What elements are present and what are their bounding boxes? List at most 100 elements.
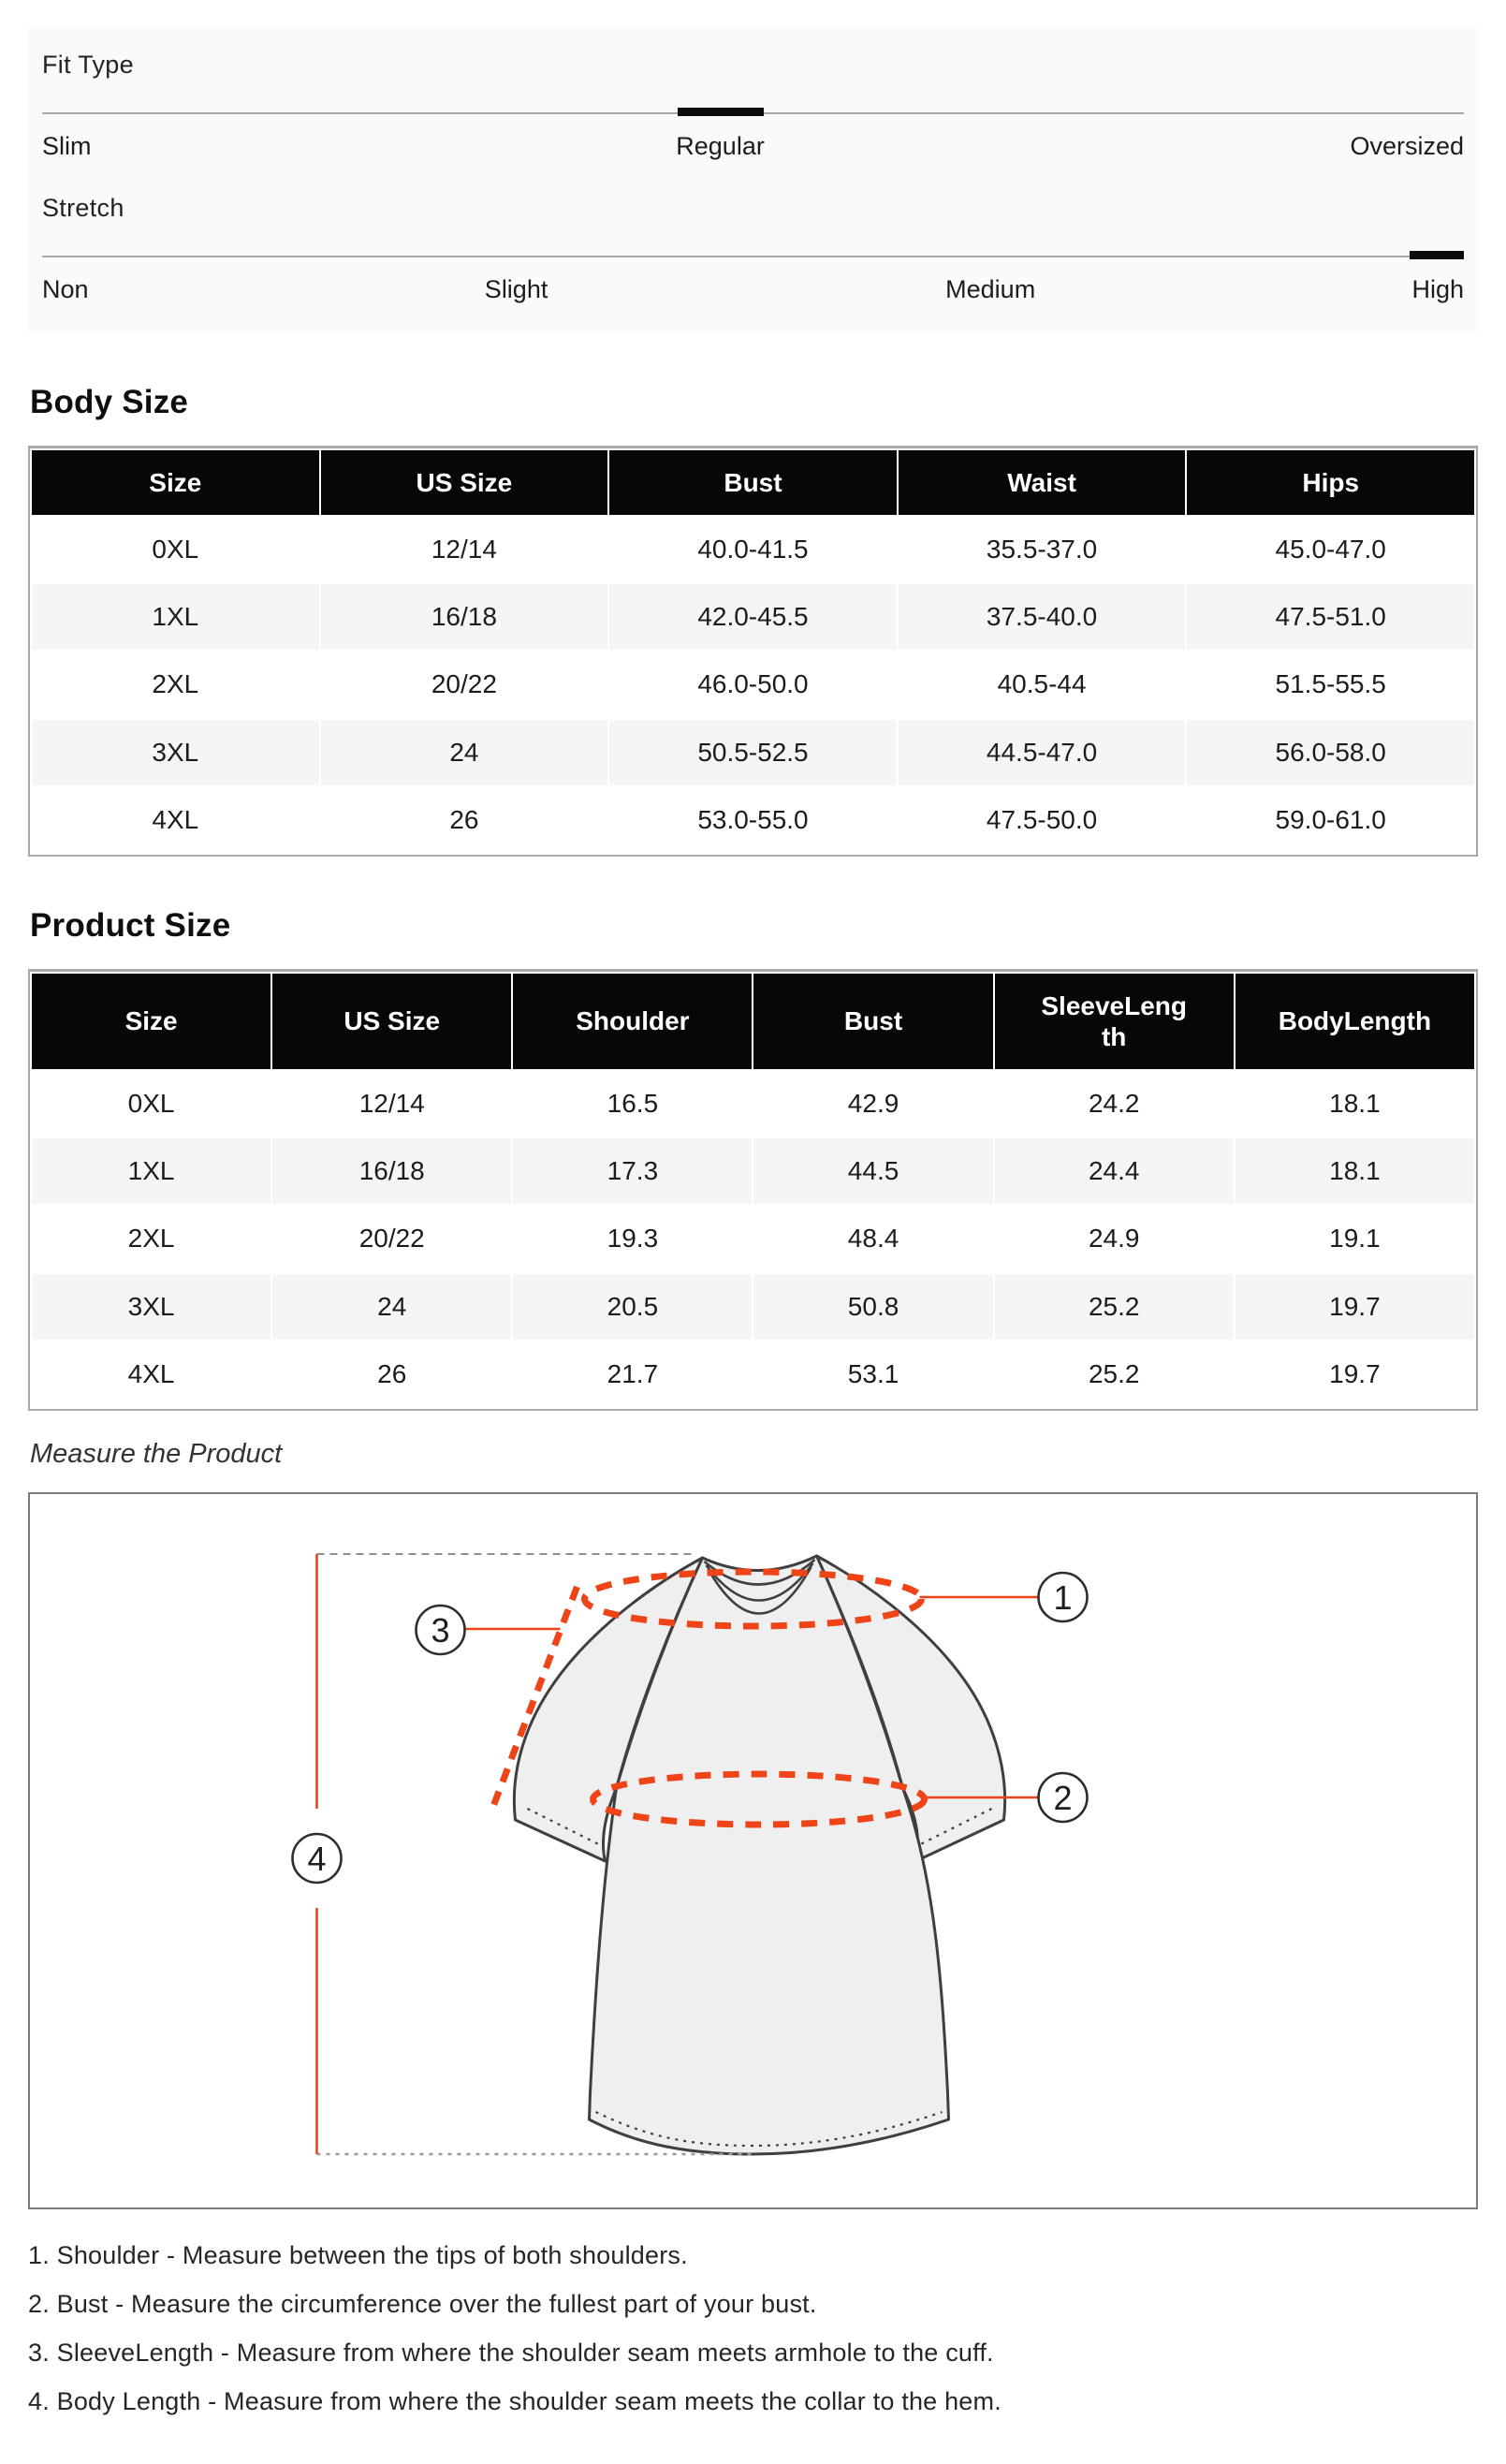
column-header: Bust [609, 450, 897, 516]
table-cell: 59.0-61.0 [1187, 786, 1474, 853]
table-row: 4XL 26 53.0-55.0 47.5-50.0 59.0-61.0 [32, 786, 1474, 853]
table-row: 3XL 24 50.5-52.5 44.5-47.0 56.0-58.0 [32, 719, 1474, 785]
column-header: US Size [272, 973, 512, 1070]
table-cell: 24.9 [994, 1206, 1234, 1272]
table-cell: 19.1 [1235, 1206, 1474, 1272]
measure-caption: Measure the Product [30, 1438, 283, 1469]
stretch-label: Stretch [42, 194, 124, 222]
table-row: 0XL 12/14 40.0-41.5 35.5-37.0 45.0-47.0 [32, 517, 1474, 583]
column-header: Size [32, 450, 319, 516]
measure-diagram: 1 2 3 4 [28, 1491, 1478, 2209]
shoulder-measure-ellipse [581, 1568, 925, 1630]
stretch-slider-indicator [1410, 251, 1464, 259]
marker-4-label: 4 [307, 1840, 326, 1878]
bust-measure-ellipse [590, 1770, 928, 1828]
table-cell: 16/18 [320, 584, 608, 651]
table-cell: 1XL [32, 1138, 271, 1205]
product-size-title: Product Size [30, 906, 231, 944]
stretch-options: Non Slight Medium High [42, 275, 1464, 305]
fit-option-oversized: Oversized [1350, 132, 1464, 160]
instruction-item: 3. SleeveLength - Measure from where the… [28, 2338, 994, 2367]
table-cell: 37.5-40.0 [898, 584, 1186, 651]
table-cell: 44.5 [753, 1138, 993, 1205]
table-cell: 19.7 [1235, 1341, 1474, 1407]
table-cell: 35.5-37.0 [898, 517, 1186, 583]
right-cuff-stitch [916, 1807, 992, 1847]
fit-panel: Fit Type Slim Regular Oversized Stretch … [28, 28, 1478, 333]
stretch-slider [42, 251, 1464, 260]
table-cell: 0XL [32, 517, 319, 583]
table-row: 3XL 24 20.5 50.8 25.2 19.7 [32, 1273, 1474, 1340]
table-cell: 4XL [32, 1341, 271, 1407]
table-cell: 46.0-50.0 [609, 652, 897, 718]
sleeve-length-dashed-line [488, 1585, 580, 1814]
table-cell: 2XL [32, 652, 319, 718]
table-cell: 24.2 [994, 1071, 1234, 1137]
product-size-table: Size US Size Shoulder Bust SleeveLength BodyL… [28, 968, 1478, 1411]
table-cell: 20/22 [320, 652, 608, 718]
table-cell: 16.5 [513, 1071, 753, 1137]
table-cell: 12/14 [320, 517, 608, 583]
table-cell: 25.2 [994, 1341, 1234, 1407]
table-cell: 19.7 [1235, 1273, 1474, 1340]
stretch-option-medium: Medium [945, 275, 1036, 303]
table-cell: 18.1 [1235, 1138, 1474, 1205]
fit-type-options: Slim Regular Oversized [42, 132, 1464, 162]
table-cell: 40.0-41.5 [609, 517, 897, 583]
table-cell: 19.3 [513, 1206, 753, 1272]
table-row: 4XL 26 21.7 53.1 25.2 19.7 [32, 1341, 1474, 1407]
fit-option-slim: Slim [42, 132, 92, 160]
fit-type-slider [42, 108, 1464, 117]
fit-type-label: Fit Type [42, 51, 134, 79]
table-cell: 42.0-45.5 [609, 584, 897, 651]
column-header: Bust [753, 973, 993, 1070]
table-row: 1XL 16/18 17.3 44.5 24.4 18.1 [32, 1138, 1474, 1205]
table-cell: 20/22 [272, 1206, 512, 1272]
product-size-rows: 0XL 12/14 16.5 42.9 24.2 18.1 1XL 16/18 17.3 44.5… [32, 1071, 1474, 1407]
table-cell: 18.1 [1235, 1071, 1474, 1137]
table-cell: 2XL [32, 1206, 271, 1272]
table-cell: 47.5-51.0 [1187, 584, 1474, 651]
fit-type-slider-indicator [677, 108, 764, 116]
table-cell: 24 [272, 1273, 512, 1340]
column-header: Shoulder [513, 973, 753, 1070]
table-cell: 51.5-55.5 [1187, 652, 1474, 718]
column-header: US Size [320, 450, 608, 516]
table-cell: 20.5 [513, 1273, 753, 1340]
table-cell: 50.5-52.5 [609, 719, 897, 785]
table-cell: 53.1 [753, 1341, 993, 1407]
body-size-title: Body Size [30, 384, 189, 420]
table-cell: 3XL [32, 719, 319, 785]
stretch-slider-track [42, 256, 1464, 257]
collar-band-line-2 [705, 1562, 814, 1602]
table-row: 1XL 16/18 42.0-45.5 37.5-40.0 47.5-51.0 [32, 584, 1474, 651]
marker-4: 4 [291, 1832, 343, 1885]
left-cuff-stitch [527, 1807, 603, 1847]
fit-option-regular: Regular [676, 132, 765, 160]
column-header: Size [32, 973, 271, 1070]
marker-1: 1 [1037, 1571, 1089, 1623]
column-header: Hips [1187, 450, 1474, 516]
instruction-item: 1. Shoulder - Measure between the tips o… [28, 2240, 688, 2269]
body-size-table: Size US Size Bust Waist Hips 0XL 12/14 40.0-41… [28, 446, 1478, 857]
tshirt-measure-illustration: 1 2 3 4 [291, 1552, 1089, 2156]
marker-3: 3 [415, 1604, 466, 1656]
table-cell: 26 [272, 1341, 512, 1407]
table-cell: 0XL [32, 1071, 271, 1137]
marker-2: 2 [1037, 1771, 1089, 1824]
marker-3-label: 3 [431, 1611, 449, 1650]
column-header: SleeveLength [994, 973, 1234, 1070]
table-cell: 24 [320, 719, 608, 785]
table-cell: 56.0-58.0 [1187, 719, 1474, 785]
table-cell: 42.9 [753, 1071, 993, 1137]
table-cell: 26 [320, 786, 608, 853]
table-cell: 44.5-47.0 [898, 719, 1186, 785]
column-header: BodyLength [1235, 973, 1474, 1070]
collar-band-line-3 [707, 1566, 812, 1615]
product-size-header-row: Size US Size Shoulder Bust SleeveLength BodyL… [32, 973, 1474, 1070]
table-cell: 1XL [32, 584, 319, 651]
stretch-option-non: Non [42, 275, 89, 303]
table-row: 0XL 12/14 16.5 42.9 24.2 18.1 [32, 1071, 1474, 1137]
column-header: Waist [898, 450, 1186, 516]
table-cell: 45.0-47.0 [1187, 517, 1474, 583]
